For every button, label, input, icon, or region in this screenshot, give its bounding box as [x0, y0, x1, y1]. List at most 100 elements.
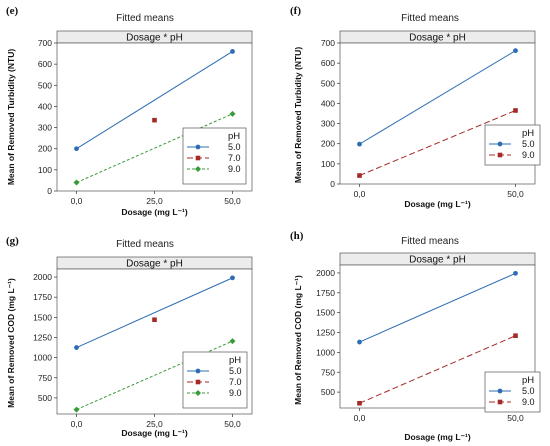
chart-title: Fitted means: [116, 13, 174, 24]
series-line: [359, 335, 516, 404]
legend: pH5.07.09.0: [182, 351, 248, 409]
y-tick-label: 300: [321, 119, 335, 129]
data-point: [152, 317, 157, 323]
x-tick-label: 50,0: [507, 189, 524, 199]
data-point: [229, 110, 236, 117]
x-tick-label: 0,0: [354, 413, 366, 423]
legend-entry: 9.0: [229, 388, 242, 398]
chart-panel-3: (g) Fitted means Dosage * pH 500 750 1000 1250…: [6, 235, 253, 438]
legend-entry: 9.0: [522, 150, 535, 160]
data-point: [152, 117, 157, 123]
data-point: [513, 333, 518, 339]
data-point: [229, 338, 236, 345]
series-line: [76, 51, 233, 150]
data-point: [513, 48, 518, 54]
y-tick-label: 600: [38, 59, 52, 69]
x-axis-label: Dosage (mg L⁻¹): [121, 207, 188, 217]
data-point: [73, 406, 80, 413]
chart-panel-1: (e) Fitted means Dosage * pH 0 100 200 300 400 5…: [6, 5, 253, 217]
legend-entry: 7.0: [229, 377, 242, 387]
x-axis-label: Dosage (mg L⁻¹): [404, 432, 471, 442]
y-tick-label: 2000: [316, 268, 335, 278]
series-5-0: [357, 270, 518, 345]
series-line: [76, 113, 233, 184]
legend-entry: 5.0: [228, 142, 241, 152]
legend-entry: 9.0: [522, 397, 535, 407]
legend-box: [484, 124, 541, 166]
legend-swatch-marker: [195, 390, 201, 396]
legend-entry: 5.0: [522, 386, 535, 396]
data-point: [357, 400, 362, 406]
data-point: [230, 49, 235, 54]
y-tick-label: 400: [321, 98, 335, 108]
y-tick-label: 700: [321, 38, 335, 48]
series-9-0: [357, 333, 518, 406]
y-tick-label: 1250: [316, 328, 335, 338]
y-tick-label: 2000: [33, 272, 52, 282]
panel-label: (e): [6, 5, 19, 17]
data-point: [74, 345, 79, 350]
y-tick-label: 500: [321, 78, 335, 88]
x-tick-label: 0,0: [354, 189, 366, 199]
legend-box: [182, 351, 248, 409]
legend-entry: 5.0: [229, 366, 242, 376]
y-tick-label: 750: [321, 367, 335, 377]
series-line: [359, 50, 516, 145]
strip-label: Dosage * pH: [409, 255, 466, 266]
y-tick-label: 1500: [33, 312, 52, 322]
y-axis-label: Mean of Removed COD (mg L⁻¹): [6, 278, 16, 408]
panel-label: (g): [6, 235, 19, 247]
legend-swatch-marker: [195, 368, 201, 374]
series-5-0: [74, 49, 235, 152]
x-tick-label: 0,0: [71, 419, 83, 429]
y-tick-label: 200: [38, 144, 52, 154]
legend-swatch-marker: [195, 166, 201, 172]
y-tick-label: 1000: [316, 347, 335, 357]
legend-entry: 5.0: [522, 139, 535, 149]
legend-swatch-marker: [195, 144, 201, 150]
panel-label: (f): [290, 5, 301, 17]
legend-title: pH: [229, 355, 241, 366]
y-axis-label: Mean of Removed Turbidity (NTU): [6, 49, 16, 185]
legend-entry: 9.0: [228, 164, 241, 174]
data-point: [513, 108, 518, 113]
data-point: [74, 146, 79, 152]
chart-title: Fitted means: [116, 239, 174, 250]
y-axis-label: Mean of Removed COD (mg L⁻¹): [293, 275, 303, 405]
y-tick-label: 750: [38, 373, 52, 383]
data-point: [357, 339, 362, 345]
legend: pH5.09.0: [484, 371, 541, 413]
y-tick-label: 0: [330, 179, 335, 189]
legend: pH5.09.0: [484, 124, 541, 166]
chart-panel-2: (f) Fitted means Dosage * pH 0 100 200 300 400 5…: [290, 5, 541, 209]
strip-label: Dosage * pH: [409, 33, 466, 44]
y-tick-label: 500: [38, 393, 52, 403]
series-7-0: [152, 117, 157, 123]
legend-swatch-marker: [497, 399, 503, 405]
y-tick-label: 300: [38, 123, 52, 133]
legend-swatch-marker: [497, 152, 503, 158]
series-7-0: [152, 317, 157, 323]
strip-label: Dosage * pH: [126, 259, 183, 270]
series-line: [359, 272, 516, 343]
strip-label: Dosage * pH: [126, 33, 183, 44]
y-tick-label: 100: [38, 165, 52, 175]
legend-entry: 7.0: [228, 153, 241, 163]
y-tick-label: 200: [321, 139, 335, 149]
y-tick-label: 1750: [33, 292, 52, 302]
y-axis-label: Mean of Removed Turbidity (NTU): [293, 47, 303, 183]
x-tick-label: 50,0: [224, 419, 241, 429]
y-tick-label: 700: [38, 38, 52, 48]
legend-title: pH: [522, 375, 534, 386]
panel-label: (h): [290, 230, 304, 242]
series-5-0: [357, 48, 518, 147]
legend-swatch-marker: [497, 388, 503, 394]
x-tick-label: 25,0: [146, 419, 163, 429]
x-tick-label: 0,0: [71, 196, 83, 206]
y-tick-label: 1250: [33, 332, 52, 342]
series-line: [76, 277, 233, 348]
chart-title: Fitted means: [401, 13, 459, 24]
chart-panel-4: (h) Fitted means Dosage * pH 500 750 1000 1250…: [290, 230, 541, 442]
data-point: [513, 270, 518, 276]
